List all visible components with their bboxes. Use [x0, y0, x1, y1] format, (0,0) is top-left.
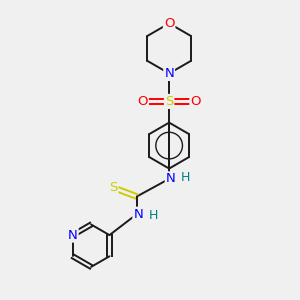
Text: N: N	[133, 208, 143, 221]
Text: O: O	[164, 17, 174, 30]
Text: O: O	[190, 95, 201, 108]
Text: S: S	[109, 181, 117, 194]
Text: O: O	[137, 95, 148, 108]
Text: N: N	[166, 172, 176, 185]
Text: H: H	[181, 171, 190, 184]
Text: N: N	[164, 67, 174, 80]
Text: N: N	[68, 229, 78, 242]
Text: H: H	[148, 209, 158, 222]
Text: S: S	[165, 95, 173, 108]
